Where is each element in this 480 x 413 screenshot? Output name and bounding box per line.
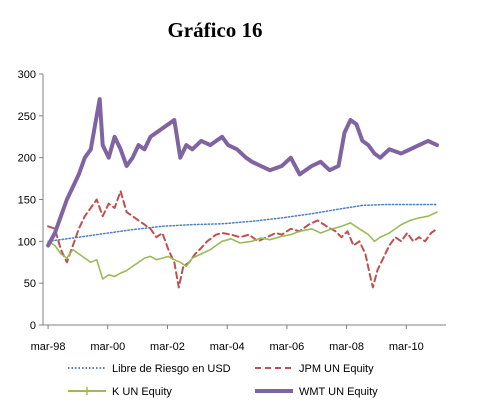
series-line-2	[47, 190, 438, 289]
chart-axes: 0 50 100 150 200 250 300 mar-98 mar-00 mar-02 mar-…	[18, 69, 446, 353]
legend-label: K UN Equity	[112, 386, 172, 398]
y-tick-label: 200	[18, 153, 36, 165]
series-line-1	[47, 203, 438, 243]
y-tick-label: 0	[30, 320, 36, 332]
y-tick-label: 150	[18, 195, 36, 207]
x-tick-label: mar-08	[329, 341, 364, 353]
x-tick-label: mar-04	[210, 341, 245, 353]
y-tick-label: 250	[18, 111, 36, 123]
legend-label: JPM UN Equity	[299, 363, 374, 375]
x-tick-label: mar-98	[31, 341, 66, 353]
y-tick-label: 50	[24, 278, 36, 290]
legend-label: Libre de Riesgo en USD	[112, 363, 231, 375]
x-tick-label: mar-00	[90, 341, 125, 353]
series-line-3	[47, 211, 438, 280]
y-tick-label: 100	[18, 236, 36, 248]
x-tick-label: mar-02	[150, 341, 185, 353]
x-tick-label: mar-06	[269, 341, 304, 353]
legend-label: WMT UN Equity	[299, 386, 378, 398]
chart-title: Gráfico 16	[167, 18, 263, 42]
series-layer	[46, 97, 439, 289]
chart-legend: Libre de Riesgo en USD JPM UN Equity K UN …	[68, 363, 378, 398]
x-tick-label: mar-10	[389, 341, 424, 353]
y-tick-label: 300	[18, 69, 36, 81]
series-line-4	[46, 97, 439, 248]
